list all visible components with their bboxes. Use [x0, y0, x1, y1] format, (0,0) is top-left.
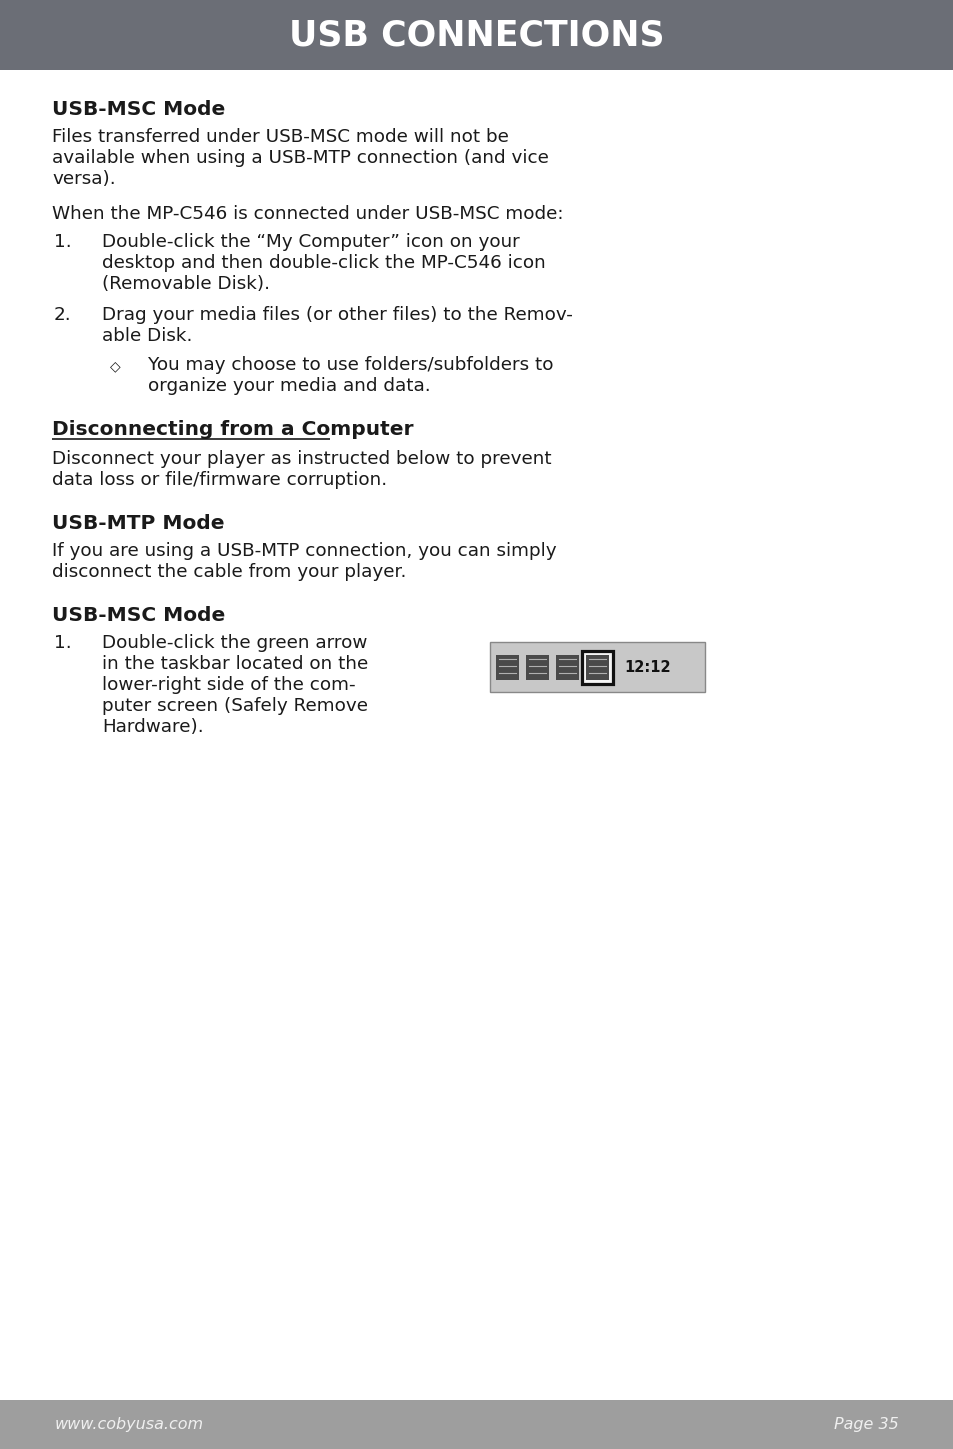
Text: USB-MSC Mode: USB-MSC Mode	[52, 606, 225, 625]
Text: Double-click the “My Computer” icon on your: Double-click the “My Computer” icon on y…	[102, 233, 519, 251]
Text: Disconnecting from a Computer: Disconnecting from a Computer	[52, 420, 413, 439]
Text: versa).: versa).	[52, 170, 115, 188]
Text: Hardware).: Hardware).	[102, 719, 203, 736]
Text: USB CONNECTIONS: USB CONNECTIONS	[289, 17, 664, 52]
Text: Double-click the green arrow: Double-click the green arrow	[102, 635, 367, 652]
Text: (Removable Disk).: (Removable Disk).	[102, 275, 270, 293]
Bar	[585, 655, 608, 680]
Bar	[0, 1400, 953, 1449]
Bar	[490, 642, 704, 693]
Text: 1.: 1.	[54, 635, 71, 652]
Text: 1.: 1.	[54, 233, 71, 251]
Text: desktop and then double-click the MP-C546 icon: desktop and then double-click the MP-C54…	[102, 254, 545, 272]
Text: Disconnect your player as instructed below to prevent: Disconnect your player as instructed bel…	[52, 451, 551, 468]
Text: ◇: ◇	[110, 359, 120, 372]
Bar	[581, 651, 613, 684]
Text: able Disk.: able Disk.	[102, 327, 193, 345]
Text: www.cobyusa.com: www.cobyusa.com	[55, 1417, 204, 1432]
Text: organize your media and data.: organize your media and data.	[148, 377, 430, 396]
Bar	[525, 655, 548, 680]
Text: When the MP-C546 is connected under USB-MSC mode:: When the MP-C546 is connected under USB-…	[52, 204, 563, 223]
Text: puter screen (Safely Remove: puter screen (Safely Remove	[102, 697, 368, 714]
Bar	[556, 655, 578, 680]
Text: If you are using a USB-MTP connection, you can simply: If you are using a USB-MTP connection, y…	[52, 542, 556, 559]
Text: disconnect the cable from your player.: disconnect the cable from your player.	[52, 564, 406, 581]
Text: USB-MSC Mode: USB-MSC Mode	[52, 100, 225, 119]
Text: USB-MTP Mode: USB-MTP Mode	[52, 514, 224, 533]
Text: Drag your media files (or other files) to the Remov-: Drag your media files (or other files) t…	[102, 306, 572, 325]
Text: You may choose to use folders/subfolders to: You may choose to use folders/subfolders…	[148, 356, 553, 374]
Bar	[496, 655, 518, 680]
Text: available when using a USB-MTP connection (and vice: available when using a USB-MTP connectio…	[52, 149, 548, 167]
Text: Page 35: Page 35	[833, 1417, 898, 1432]
Text: in the taskbar located on the: in the taskbar located on the	[102, 655, 368, 672]
Text: lower-right side of the com-: lower-right side of the com-	[102, 677, 355, 694]
Text: data loss or file/firmware corruption.: data loss or file/firmware corruption.	[52, 471, 387, 488]
Bar	[0, 0, 953, 70]
Text: 12:12: 12:12	[623, 659, 670, 674]
Text: Files transferred under USB-MSC mode will not be: Files transferred under USB-MSC mode wil…	[52, 128, 508, 146]
Text: 2.: 2.	[54, 306, 71, 325]
